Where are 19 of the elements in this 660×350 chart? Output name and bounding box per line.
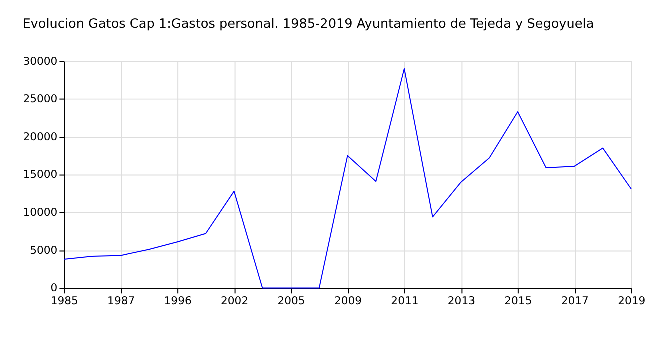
y-tick-label: 5000 (30, 244, 58, 257)
x-tick-label: 1996 (164, 294, 192, 308)
y-tick-label: 20000 (23, 130, 58, 144)
x-tick-label: 1985 (50, 294, 78, 308)
x-tick-label: 2009 (334, 294, 362, 308)
x-tick-label: 1987 (108, 294, 136, 308)
y-tick-label: 10000 (23, 206, 58, 220)
y-tick-label: 25000 (23, 92, 58, 106)
y-tick-label: 15000 (23, 168, 58, 182)
x-tick-label: 2019 (618, 294, 646, 308)
y-tick-label: 0 (50, 282, 58, 295)
x-tick-label: 2013 (448, 294, 476, 308)
x-tick-label: 2005 (278, 294, 306, 308)
x-tick-label: 2015 (504, 294, 532, 308)
x-tick-label: 2017 (561, 294, 589, 308)
x-tick-label: 2002 (220, 294, 249, 308)
x-tick-label: 2011 (391, 294, 419, 308)
y-tick-label: 30000 (23, 54, 58, 68)
chart-title: Evolucion Gatos Cap 1:Gastos personal. 1985-2019 Ayuntamiento de Tejeda y Segoyuela (22, 16, 594, 32)
